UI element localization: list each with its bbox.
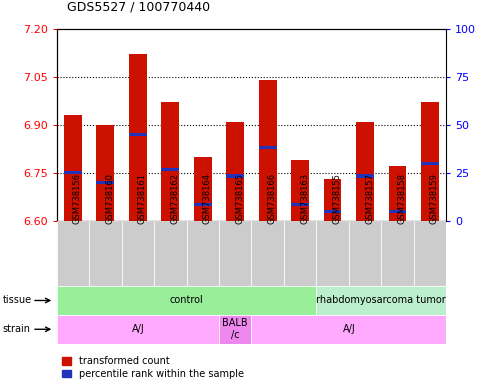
Text: rhabdomyosarcoma tumor: rhabdomyosarcoma tumor bbox=[317, 295, 446, 306]
Text: control: control bbox=[170, 295, 204, 306]
Bar bbox=[388, 166, 406, 221]
Text: GSM738164: GSM738164 bbox=[203, 173, 212, 224]
Legend: transformed count, percentile rank within the sample: transformed count, percentile rank withi… bbox=[62, 356, 244, 379]
Bar bbox=[317, 221, 349, 286]
Text: strain: strain bbox=[2, 324, 31, 334]
Bar bbox=[129, 55, 147, 221]
Bar bbox=[194, 157, 211, 221]
Bar bbox=[356, 174, 374, 177]
Bar bbox=[219, 221, 251, 286]
Bar bbox=[57, 315, 219, 344]
Bar bbox=[259, 146, 277, 149]
Bar bbox=[356, 122, 374, 221]
Text: GSM738159: GSM738159 bbox=[430, 173, 439, 224]
Bar bbox=[323, 179, 342, 221]
Bar bbox=[251, 221, 284, 286]
Bar bbox=[226, 174, 244, 177]
Bar bbox=[421, 162, 439, 165]
Bar bbox=[323, 210, 342, 213]
Text: GSM738162: GSM738162 bbox=[170, 173, 179, 224]
Bar bbox=[97, 125, 114, 221]
Bar bbox=[414, 221, 446, 286]
Bar bbox=[194, 203, 211, 206]
Bar bbox=[64, 171, 82, 174]
Bar bbox=[226, 122, 244, 221]
Bar bbox=[259, 80, 277, 221]
Bar bbox=[161, 168, 179, 171]
Bar bbox=[129, 133, 147, 136]
Bar bbox=[122, 221, 154, 286]
Bar bbox=[154, 221, 186, 286]
Bar bbox=[219, 315, 251, 344]
Bar bbox=[349, 221, 381, 286]
Bar bbox=[317, 286, 446, 315]
Bar bbox=[89, 221, 122, 286]
Text: GSM738163: GSM738163 bbox=[300, 173, 309, 224]
Bar bbox=[388, 210, 406, 213]
Text: tissue: tissue bbox=[2, 295, 32, 306]
Text: GSM738166: GSM738166 bbox=[268, 173, 277, 224]
Bar bbox=[284, 221, 317, 286]
Bar bbox=[291, 160, 309, 221]
Bar bbox=[161, 103, 179, 221]
Bar bbox=[421, 103, 439, 221]
Text: GSM738155: GSM738155 bbox=[333, 173, 342, 224]
Text: BALB
/c: BALB /c bbox=[222, 318, 248, 340]
Text: GSM738161: GSM738161 bbox=[138, 173, 147, 224]
Bar bbox=[57, 286, 317, 315]
Text: GSM738158: GSM738158 bbox=[397, 173, 407, 224]
Text: GSM738160: GSM738160 bbox=[106, 173, 114, 224]
Bar bbox=[57, 221, 89, 286]
Bar bbox=[251, 315, 446, 344]
Text: A/J: A/J bbox=[132, 324, 144, 334]
Text: GSM738157: GSM738157 bbox=[365, 173, 374, 224]
Text: GSM738165: GSM738165 bbox=[235, 173, 244, 224]
Bar bbox=[64, 115, 82, 221]
Bar bbox=[186, 221, 219, 286]
Text: A/J: A/J bbox=[343, 324, 355, 334]
Text: GDS5527 / 100770440: GDS5527 / 100770440 bbox=[67, 0, 210, 13]
Bar bbox=[381, 221, 414, 286]
Bar bbox=[97, 181, 114, 184]
Bar bbox=[291, 203, 309, 206]
Text: GSM738156: GSM738156 bbox=[73, 173, 82, 224]
